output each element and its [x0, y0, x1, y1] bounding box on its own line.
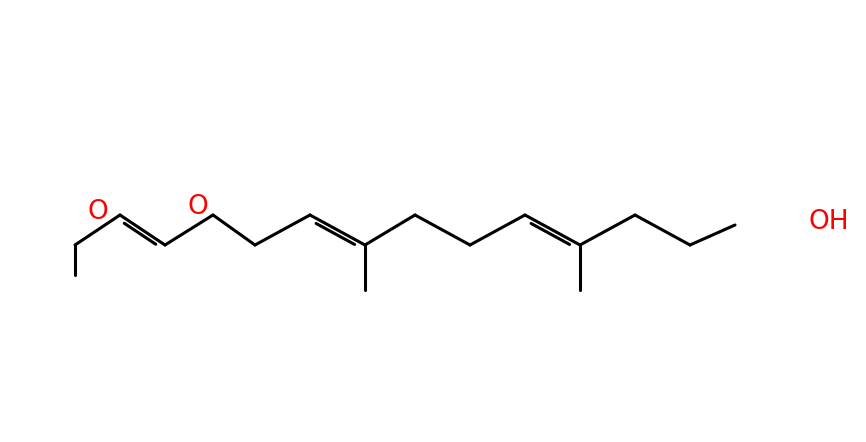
Text: OH: OH: [808, 209, 849, 235]
Text: O: O: [188, 194, 209, 220]
Text: O: O: [87, 199, 108, 225]
